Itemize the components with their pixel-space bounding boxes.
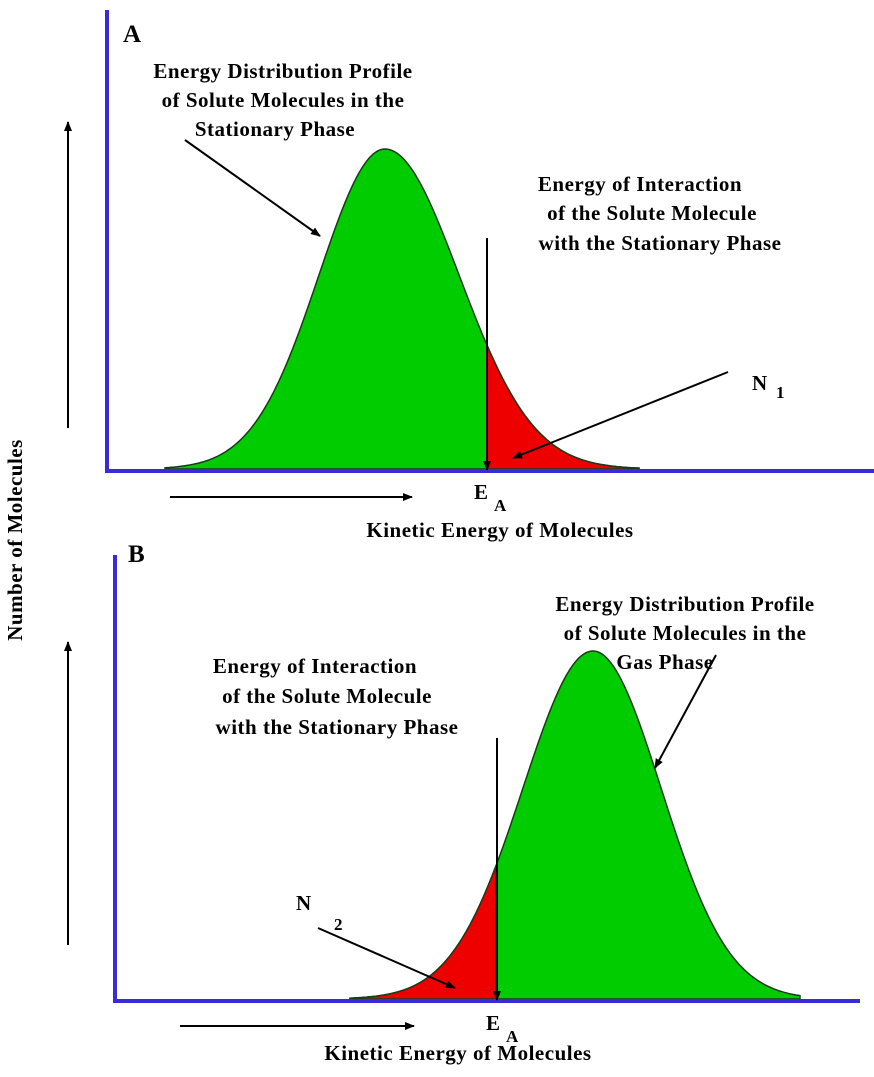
profile-label: Gas Phase xyxy=(616,650,713,674)
x-axis-label: Kinetic Energy of Molecules xyxy=(324,1041,591,1065)
y-axis-label: Number of Molecules xyxy=(3,439,27,641)
pointer-profile-b xyxy=(654,654,717,769)
pointer-profile-a xyxy=(184,139,321,237)
panel-label: A xyxy=(123,21,142,48)
interaction-label: with the Stationary Phase xyxy=(539,231,782,255)
interaction-label: of the Solute Molecule xyxy=(547,201,757,225)
curves xyxy=(164,148,801,1000)
profile-label: Stationary Phase xyxy=(195,117,355,141)
panel-label: B xyxy=(128,541,145,568)
interaction-label: of the Solute Molecule xyxy=(222,684,432,708)
threshold-subscript: A xyxy=(506,1027,519,1046)
threshold-label: E xyxy=(474,480,489,504)
profile-label: Energy Distribution Profile xyxy=(555,592,814,616)
x-axis-label: Kinetic Energy of Molecules xyxy=(366,518,633,542)
interaction-label: Energy of Interaction xyxy=(538,172,742,196)
fraction-subscript: 2 xyxy=(334,915,343,934)
fraction-label: N xyxy=(296,891,312,915)
pointer-n2 xyxy=(317,927,456,989)
threshold-label: E xyxy=(486,1011,501,1035)
fraction-area xyxy=(349,865,497,1000)
profile-label: Energy Distribution Profile xyxy=(153,59,412,83)
fraction-area xyxy=(486,344,640,470)
threshold-subscript: A xyxy=(494,496,507,515)
pointer-n1 xyxy=(512,371,729,459)
interaction-label: Energy of Interaction xyxy=(213,654,417,678)
profile-label: of Solute Molecules in the xyxy=(564,621,807,645)
profile-label: of Solute Molecules in the xyxy=(162,88,405,112)
fraction-subscript: 1 xyxy=(776,383,785,402)
fraction-label: N xyxy=(752,371,768,395)
interaction-label: with the Stationary Phase xyxy=(216,715,459,739)
arrows xyxy=(64,121,729,1030)
distribution-curve xyxy=(164,148,640,470)
